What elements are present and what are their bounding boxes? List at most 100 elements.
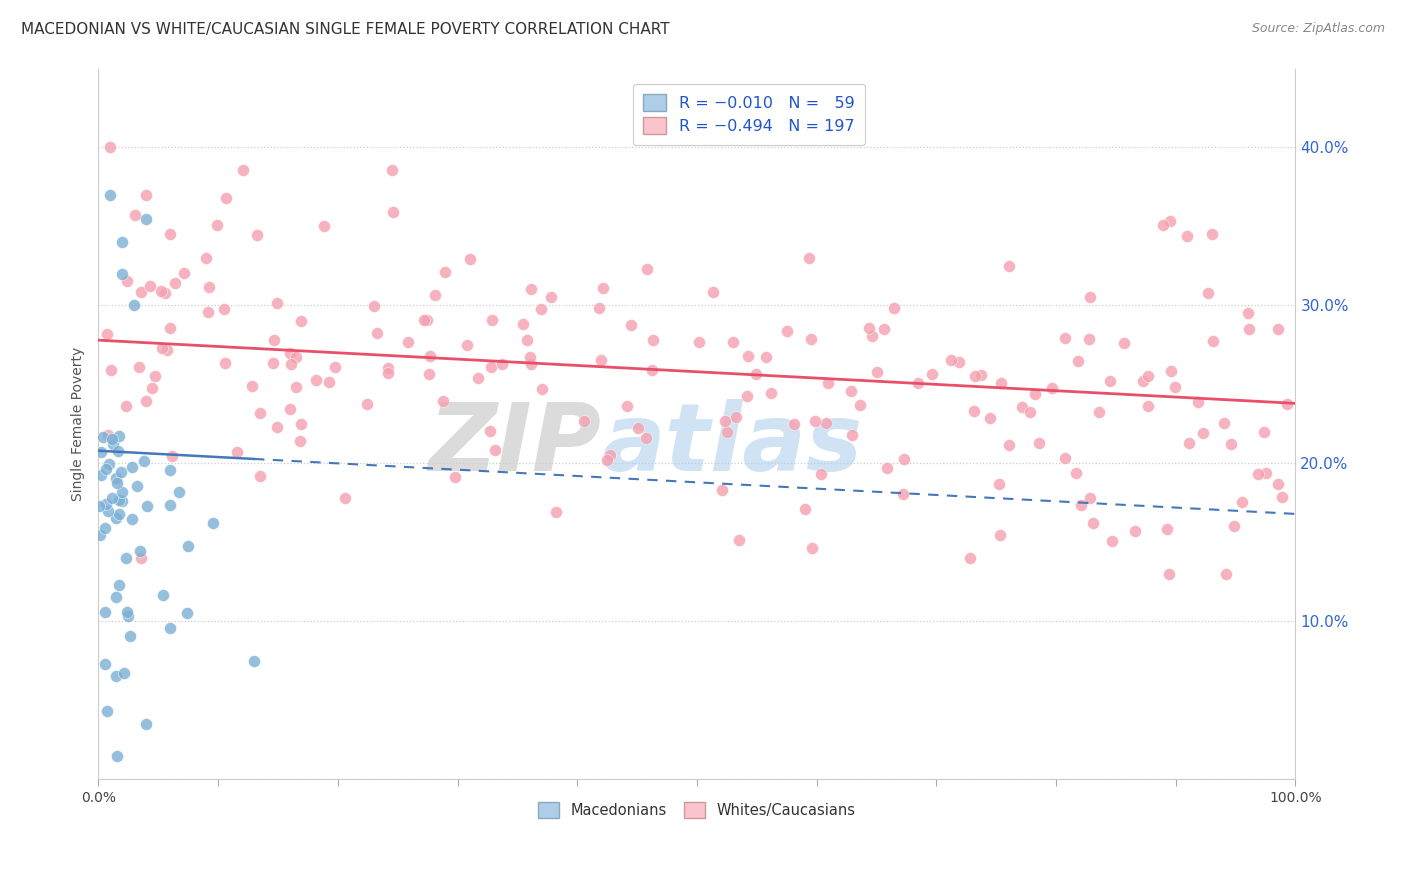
Point xyxy=(467,370,489,384)
Point xyxy=(159,227,181,242)
Point xyxy=(290,417,312,431)
Point xyxy=(129,550,152,565)
Point xyxy=(381,163,404,178)
Point xyxy=(1160,364,1182,378)
Point xyxy=(111,235,134,250)
Point xyxy=(588,301,610,315)
Point xyxy=(907,376,929,390)
Point xyxy=(987,476,1010,491)
Point xyxy=(105,748,128,763)
Point xyxy=(412,312,434,326)
Point xyxy=(839,384,862,398)
Point xyxy=(1175,228,1198,243)
Point xyxy=(115,606,138,620)
Point xyxy=(1213,416,1236,430)
Point xyxy=(100,187,122,202)
Point xyxy=(304,373,326,387)
Point xyxy=(1230,495,1253,509)
Point xyxy=(198,280,221,294)
Point xyxy=(135,211,157,226)
Point xyxy=(91,430,114,444)
Point xyxy=(849,398,872,412)
Point xyxy=(1236,306,1258,320)
Point xyxy=(939,352,962,367)
Point xyxy=(167,485,190,500)
Point xyxy=(1152,219,1174,233)
Point xyxy=(520,357,543,371)
Point xyxy=(737,349,759,363)
Text: atlas: atlas xyxy=(602,400,862,491)
Point xyxy=(458,252,481,266)
Point xyxy=(377,361,399,376)
Point xyxy=(1202,334,1225,348)
Point xyxy=(620,318,643,333)
Point xyxy=(125,479,148,493)
Point xyxy=(94,497,117,511)
Point xyxy=(1267,322,1289,336)
Point xyxy=(312,219,335,233)
Point xyxy=(163,276,186,290)
Point xyxy=(97,458,120,472)
Point xyxy=(111,484,134,499)
Point xyxy=(214,356,236,370)
Point xyxy=(124,298,146,312)
Point xyxy=(444,470,467,484)
Point xyxy=(1064,466,1087,480)
Point xyxy=(1271,490,1294,504)
Point xyxy=(176,606,198,620)
Point xyxy=(858,320,880,334)
Point xyxy=(1246,467,1268,481)
Point xyxy=(1132,375,1154,389)
Point xyxy=(143,368,166,383)
Point xyxy=(159,320,181,334)
Point xyxy=(1191,425,1213,440)
Point xyxy=(1078,289,1101,303)
Point xyxy=(215,191,238,205)
Point xyxy=(278,346,301,360)
Point xyxy=(377,367,399,381)
Point xyxy=(546,505,568,519)
Point xyxy=(232,162,254,177)
Point xyxy=(641,363,664,377)
Point xyxy=(94,605,117,619)
Point xyxy=(979,410,1001,425)
Point xyxy=(759,385,782,400)
Point xyxy=(432,394,454,409)
Point xyxy=(115,399,138,413)
Point xyxy=(520,282,543,296)
Point xyxy=(636,431,658,445)
Point xyxy=(990,376,1012,390)
Point xyxy=(814,416,837,430)
Point xyxy=(105,476,128,491)
Point xyxy=(197,305,219,319)
Point xyxy=(714,414,737,428)
Point xyxy=(366,326,388,340)
Point xyxy=(284,380,307,394)
Point xyxy=(111,267,134,281)
Point xyxy=(481,312,503,326)
Point xyxy=(965,369,987,384)
Point xyxy=(1215,566,1237,581)
Point xyxy=(288,434,311,449)
Point xyxy=(135,394,157,409)
Legend: Macedonians, Whites/Caucasians: Macedonians, Whites/Caucasians xyxy=(531,795,863,825)
Point xyxy=(290,314,312,328)
Point xyxy=(121,512,143,526)
Point xyxy=(212,302,235,317)
Point xyxy=(1197,286,1219,301)
Point xyxy=(959,551,981,566)
Point xyxy=(418,368,440,382)
Point xyxy=(101,432,124,446)
Point xyxy=(1275,396,1298,410)
Point xyxy=(96,704,118,718)
Point xyxy=(1220,437,1243,451)
Point xyxy=(591,353,613,368)
Point xyxy=(860,329,883,343)
Point xyxy=(129,544,152,558)
Point xyxy=(110,465,132,479)
Point xyxy=(195,251,218,265)
Y-axis label: Single Female Poverty: Single Female Poverty xyxy=(72,347,86,501)
Point xyxy=(108,507,131,521)
Point xyxy=(108,493,131,508)
Point xyxy=(100,363,122,377)
